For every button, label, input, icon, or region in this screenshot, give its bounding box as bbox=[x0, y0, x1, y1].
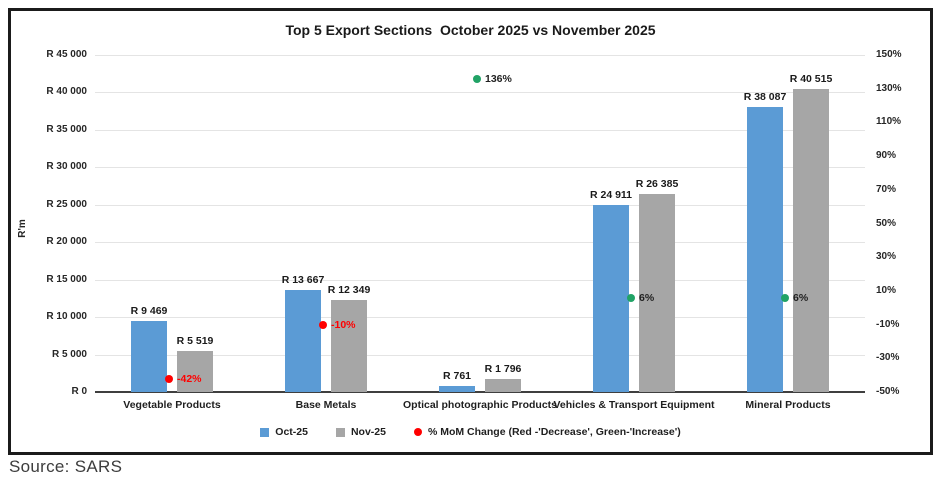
bar-nov-25-vehicles-transport-equipment bbox=[639, 194, 675, 392]
legend-label: Oct-25 bbox=[275, 426, 308, 438]
left-axis-tick: R 5 000 bbox=[51, 348, 87, 360]
right-axis-tick: 110% bbox=[876, 116, 902, 128]
category-label-optical-photographic-products: Optical photographic Products bbox=[402, 399, 558, 411]
bar-value-label-oct-25-vegetable-products: R 9 469 bbox=[130, 305, 168, 318]
legend-label: Nov-25 bbox=[350, 426, 386, 438]
legend-item-nov-25: Nov-25 bbox=[335, 426, 386, 438]
bar-value-label-oct-25-optical-photographic-products: R 761 bbox=[442, 370, 472, 383]
legend: Oct-25 Nov-25 % MoM Change (Red -'Decrease… bbox=[11, 426, 930, 438]
bar-nov-25-vegetable-products bbox=[177, 350, 213, 392]
left-axis-tick: R 10 000 bbox=[46, 311, 87, 323]
gridline bbox=[95, 242, 865, 244]
gridline bbox=[95, 354, 865, 356]
right-axis-tick: 150% bbox=[876, 49, 902, 60]
bar-value-label-nov-25-vegetable-products: R 5 519 bbox=[176, 334, 214, 347]
decrease-dot-icon bbox=[319, 320, 327, 329]
source-text: Source: SARS bbox=[9, 457, 123, 476]
bar-value-label-oct-25-base-metals: R 13 667 bbox=[281, 273, 325, 286]
category-label-vehicles-transport-equipment: Vehicles & Transport Equipment bbox=[553, 399, 715, 411]
gridline bbox=[95, 167, 865, 169]
left-axis-tick: R 0 bbox=[71, 386, 87, 397]
right-axis-tick: 130% bbox=[876, 82, 902, 94]
right-axis-tick: -30% bbox=[876, 352, 900, 364]
legend-label: % MoM Change (Red -'Decrease', Green-'In… bbox=[427, 426, 681, 438]
left-axis-tick: R 40 000 bbox=[46, 86, 87, 98]
gridline bbox=[95, 204, 865, 206]
bar-value-label-nov-25-base-metals: R 12 349 bbox=[327, 283, 371, 296]
left-axis-title: R'm bbox=[16, 219, 28, 238]
bar-nov-25-base-metals bbox=[331, 299, 367, 392]
bar-value-label-nov-25-vehicles-transport-equipment: R 26 385 bbox=[635, 178, 679, 191]
increase-dot-icon bbox=[627, 293, 635, 302]
left-axis-tick: R 25 000 bbox=[46, 198, 87, 210]
gridline bbox=[95, 279, 865, 281]
decrease-dot-icon bbox=[165, 374, 173, 383]
category-label-base-metals: Base Metals bbox=[295, 399, 357, 411]
legend-item-mom-change-red-decrease-green-increase: % MoM Change (Red -'Decrease', Green-'In… bbox=[413, 426, 681, 438]
right-axis-tick: -10% bbox=[876, 318, 900, 330]
mom-change-label: 6% bbox=[639, 291, 655, 304]
gridline bbox=[95, 92, 865, 94]
mom-change-label: 6% bbox=[793, 291, 809, 304]
left-axis-tick: R 20 000 bbox=[46, 236, 87, 248]
right-axis-tick: 50% bbox=[876, 217, 897, 229]
mom-change-marker-vehicles-transport-equipment: 6% bbox=[627, 290, 654, 306]
mom-change-marker-optical-photographic-products: 136% bbox=[473, 71, 512, 87]
mom-change-marker-vegetable-products: -42% bbox=[165, 371, 202, 387]
left-axis-tick: R 15 000 bbox=[46, 273, 87, 285]
chart-title: Top 5 Export Sections October 2025 vs No… bbox=[285, 22, 656, 38]
increase-dot-icon bbox=[473, 74, 481, 83]
mom-change-label: -10% bbox=[331, 318, 356, 331]
mom-change-marker-mineral-products: 6% bbox=[781, 290, 808, 306]
right-axis-tick: 70% bbox=[876, 183, 897, 195]
chart-frame: Top 5 Export Sections October 2025 vs No… bbox=[8, 8, 933, 455]
mom-change-marker-base-metals: -10% bbox=[319, 317, 356, 333]
bar-nov-25-mineral-products bbox=[793, 88, 829, 392]
legend-square-icon bbox=[335, 427, 345, 437]
right-axis-tick: 90% bbox=[876, 150, 897, 162]
legend-item-oct-25: Oct-25 bbox=[260, 426, 308, 438]
gridline bbox=[95, 317, 865, 319]
left-axis-tick: R 35 000 bbox=[46, 123, 87, 135]
bar-oct-25-vehicles-transport-equipment bbox=[593, 205, 629, 392]
x-axis-line bbox=[95, 391, 865, 393]
bar-nov-25-optical-photographic-products bbox=[485, 378, 521, 392]
right-axis-tick: -50% bbox=[876, 386, 900, 397]
increase-dot-icon bbox=[781, 293, 789, 302]
bar-oct-25-base-metals bbox=[285, 289, 321, 392]
bar-oct-25-mineral-products bbox=[747, 106, 783, 392]
bar-oct-25-optical-photographic-products bbox=[439, 386, 475, 392]
gridline bbox=[95, 129, 865, 131]
bar-oct-25-vegetable-products bbox=[131, 321, 167, 392]
category-label-mineral-products: Mineral Products bbox=[745, 399, 831, 411]
mom-change-label: -42% bbox=[177, 372, 202, 385]
gridline bbox=[95, 55, 865, 56]
left-axis-tick: R 30 000 bbox=[46, 161, 87, 173]
bar-value-label-oct-25-mineral-products: R 38 087 bbox=[743, 90, 787, 103]
legend-circle-icon bbox=[413, 428, 422, 436]
legend-square-icon bbox=[260, 427, 270, 437]
bar-value-label-nov-25-mineral-products: R 40 515 bbox=[789, 72, 833, 85]
category-label-vegetable-products: Vegetable Products bbox=[123, 399, 221, 411]
right-axis-tick: 10% bbox=[876, 284, 897, 296]
bar-value-label-nov-25-optical-photographic-products: R 1 796 bbox=[484, 362, 522, 375]
mom-change-label: 136% bbox=[485, 72, 512, 85]
right-axis-tick: 30% bbox=[876, 251, 897, 263]
bar-value-label-oct-25-vehicles-transport-equipment: R 24 911 bbox=[589, 189, 633, 202]
left-axis-tick: R 45 000 bbox=[46, 49, 87, 60]
